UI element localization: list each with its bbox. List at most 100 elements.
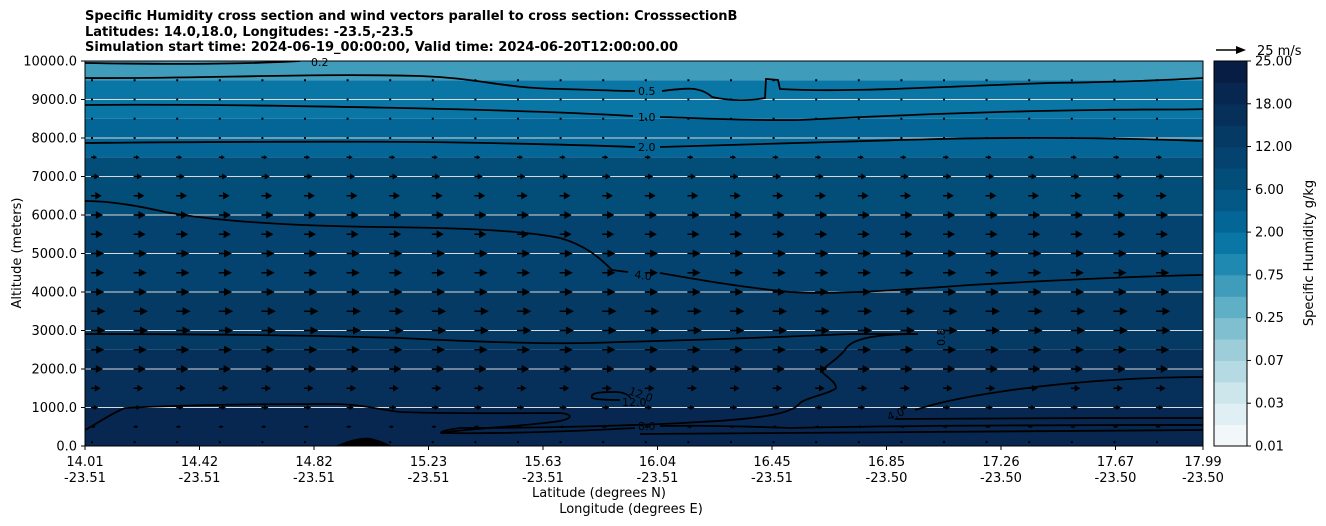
wind-vector: [687, 425, 693, 429]
wind-vector: [133, 268, 147, 277]
wind-vector: [261, 211, 274, 219]
contour-label: 4.0: [634, 268, 653, 283]
x-tick-label-longitude: -23.51: [751, 471, 793, 486]
wind-vector: [1113, 98, 1116, 101]
wind-vector: [304, 155, 310, 160]
wind-vector: [517, 268, 531, 277]
wind-vector: [943, 288, 957, 296]
wind-vector: [517, 173, 526, 180]
wind-vector: [857, 191, 869, 200]
wind-vector: [389, 288, 403, 296]
wind-vector: [133, 326, 148, 335]
y-tick-label: 8000.0: [32, 132, 78, 147]
contour-label: 12.0: [622, 396, 647, 409]
x-tick-label-longitude: -23.51: [637, 471, 679, 486]
wind-vector: [346, 79, 349, 82]
wind-vector: [474, 345, 488, 354]
colorbar-segment: [1214, 210, 1247, 233]
wind-vector: [772, 441, 775, 444]
wind-vector: [133, 384, 144, 392]
contour-label: 1.0: [638, 111, 656, 124]
wind-vector: [1156, 345, 1170, 354]
wind-vector: [218, 384, 229, 392]
wind-vector: [900, 191, 912, 200]
wind-vector: [815, 191, 826, 200]
wind-vector: [218, 365, 231, 373]
wind-vector: [176, 191, 187, 200]
wind-vector: [857, 211, 870, 219]
wind-vector: [517, 117, 519, 120]
wind-vector: [218, 268, 232, 277]
wind-vector: [943, 117, 945, 120]
wind-vector: [943, 211, 955, 219]
wind-vector: [91, 384, 101, 392]
x-tick-label-latitude: 16.45: [753, 455, 790, 470]
wind-vector: [389, 230, 402, 239]
wind-vector: [91, 307, 106, 316]
wind-vector: [261, 230, 274, 239]
wind-vector: [900, 345, 914, 354]
wind-vector: [474, 117, 477, 120]
wind-vector: [304, 288, 318, 296]
wind-vector: [1113, 249, 1127, 258]
wind-vector: [1113, 307, 1128, 316]
wind-vector: [218, 155, 225, 160]
wind-vector: [900, 441, 903, 444]
wind-vector: [1156, 173, 1165, 180]
wind-vector: [985, 249, 999, 258]
wind-vector: [815, 425, 820, 429]
wind-vector: [218, 117, 221, 120]
colorbar-tick-label: 25.00: [1255, 55, 1292, 70]
colorbar-segment: [1214, 403, 1247, 426]
wind-vector: [176, 98, 179, 101]
wind-vector: [900, 404, 908, 411]
wind-vector: [346, 425, 352, 429]
wind-vector: [176, 173, 185, 180]
wind-vector: [943, 307, 958, 316]
wind-vector: [474, 441, 477, 444]
wind-vector: [389, 79, 392, 82]
wind-vector: [730, 268, 744, 277]
wind-vector: [602, 117, 605, 120]
wind-vector: [985, 425, 991, 429]
wind-vector: [517, 79, 519, 82]
wind-vector: [133, 137, 136, 139]
wind-vector: [815, 307, 830, 316]
wind-vector: [1113, 365, 1126, 373]
y-axis-label: Altitude (meters): [10, 198, 25, 309]
x-tick-label-longitude: -23.51: [408, 471, 450, 486]
wind-vector: [474, 365, 487, 373]
wind-vector: [304, 326, 319, 335]
wind-vector: [218, 230, 231, 239]
wind-vector: [176, 117, 179, 120]
wind-vector: [1070, 137, 1073, 139]
wind-vector: [857, 249, 871, 258]
wind-vector: [91, 79, 93, 82]
wind-vector: [389, 117, 392, 120]
colorbar-segment: [1214, 296, 1247, 319]
wind-vector: [644, 345, 658, 354]
wind-vector: [517, 191, 528, 200]
wind-vector: [304, 268, 318, 277]
wind-vector: [431, 137, 434, 139]
colorbar-segment: [1214, 381, 1247, 404]
wind-vector: [474, 249, 488, 258]
wind-vector: [1028, 211, 1041, 219]
wind-vector: [176, 441, 179, 444]
wind-vector: [431, 230, 444, 239]
wind-vector: [644, 384, 655, 392]
wind-vector: [559, 191, 571, 200]
wind-vector: [474, 288, 488, 296]
wind-vector: [1070, 326, 1086, 335]
wind-vector: [857, 117, 860, 120]
colorbar-segment: [1214, 167, 1247, 190]
wind-vector: [133, 365, 146, 373]
wind-vector: [559, 98, 562, 101]
wind-vector: [389, 137, 392, 139]
wind-vector: [559, 345, 573, 354]
wind-vector: [687, 230, 700, 239]
wind-vector: [1070, 307, 1086, 316]
wind-vector: [900, 117, 903, 120]
contour-4.0-upper: [85, 200, 1203, 294]
